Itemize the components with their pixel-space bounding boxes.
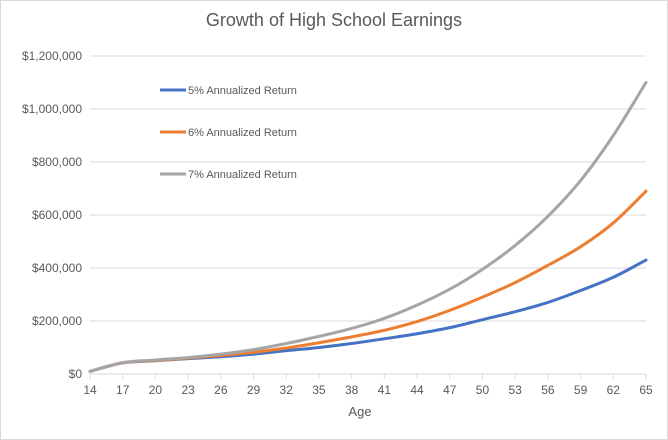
x-tick-label: 44 [410, 383, 424, 397]
y-tick-label: $1,200,000 [22, 49, 82, 63]
x-tick-label: 41 [378, 383, 392, 397]
x-tick-label: 56 [541, 383, 555, 397]
legend: 5% Annualized Return 6% Annualized Return… [160, 85, 297, 181]
legend-label: 5% Annualized Return [188, 85, 297, 97]
y-tick-label: $800,000 [32, 155, 82, 169]
x-tick-label: 53 [508, 383, 522, 397]
x-tick-label: 29 [247, 383, 261, 397]
y-tick-label: $1,000,000 [22, 102, 82, 116]
x-tick-label: 26 [214, 383, 228, 397]
x-tick-label: 47 [443, 383, 457, 397]
x-tick-label: 17 [116, 383, 130, 397]
x-tick-label: 14 [83, 383, 97, 397]
series-line-2 [88, 189, 648, 373]
x-axis-label: Age [348, 404, 371, 419]
y-tick-label: $0 [69, 367, 83, 381]
x-tick-label: 62 [607, 383, 621, 397]
series-line-3 [88, 81, 648, 373]
x-tick-label: 59 [574, 383, 588, 397]
x-tick-label: 35 [312, 383, 326, 397]
x-tick-label: 50 [476, 383, 490, 397]
y-tick-label: $400,000 [32, 261, 82, 275]
x-tick-label: 38 [345, 383, 359, 397]
legend-label: 7% Annualized Return [188, 169, 297, 181]
gridlines [90, 55, 646, 322]
x-tick-label: 20 [149, 383, 163, 397]
x-tick-label: 23 [181, 383, 195, 397]
chart-title: Growth of High School Earnings [205, 10, 463, 30]
axes: $0 $200,000 $400,000 $600,000 $800,000 $1,000… [22, 49, 653, 397]
y-tick-label: $200,000 [32, 314, 82, 328]
x-tick-label: 65 [639, 383, 653, 397]
y-tick-label: $600,000 [32, 208, 82, 222]
series-lines [88, 81, 648, 373]
x-tick-label: 32 [280, 383, 294, 397]
series-line-1 [88, 258, 648, 373]
legend-label: 6% Annualized Return [188, 127, 297, 139]
